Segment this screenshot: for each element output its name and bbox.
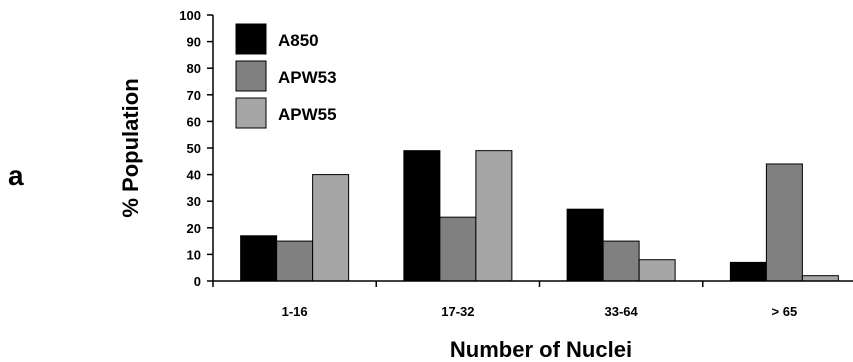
legend-label-apw55: APW55 [278,105,337,124]
legend-label-apw53: APW53 [278,68,337,87]
bar-apw55-0 [312,174,350,282]
legend-swatch-apw53 [235,60,267,92]
y-axis-ticks: 0 10 20 30 40 50 60 70 80 90 100 [179,8,213,289]
x-tick-label: 17-32 [441,304,474,319]
y-axis-title: % Population [118,78,143,217]
plot-area [240,150,839,282]
y-tick-label: 30 [187,194,201,209]
bar-apw53-0 [276,240,314,282]
bar-a850-0 [240,235,278,282]
bar-apw53-2 [602,240,640,282]
legend: A850 APW53 APW55 [235,23,337,129]
bar-apw53-3 [765,163,803,282]
y-tick-label: 90 [187,35,201,50]
y-tick-label: 70 [187,88,201,103]
legend-swatch-a850 [235,23,267,55]
y-tick-label: 10 [187,247,201,262]
bar-a850-3 [729,261,767,282]
bar-a850-2 [566,208,604,282]
y-tick-label: 50 [187,141,201,156]
legend-swatch-apw55 [235,97,267,129]
bar-apw53-1 [439,216,477,282]
bar-apw55-2 [638,259,676,282]
legend-label-a850: A850 [278,31,319,50]
x-tick-label: > 65 [772,304,798,319]
y-tick-label: 20 [187,221,201,236]
bar-apw55-1 [475,150,513,282]
bar-a850-1 [403,150,441,282]
panel-label: a [8,160,24,191]
bar-apw55-3 [801,275,839,282]
x-axis-title: Number of Nuclei [450,337,632,362]
x-axis-ticks: 1-16 17-32 33-64 > 65 [212,281,798,319]
y-tick-label: 80 [187,61,201,76]
y-tick-label: 60 [187,114,201,129]
x-tick-label: 1-16 [282,304,308,319]
x-tick-label: 33-64 [605,304,639,319]
y-tick-label: 0 [194,274,201,289]
y-tick-label: 40 [187,168,201,183]
y-tick-label: 100 [179,8,201,23]
